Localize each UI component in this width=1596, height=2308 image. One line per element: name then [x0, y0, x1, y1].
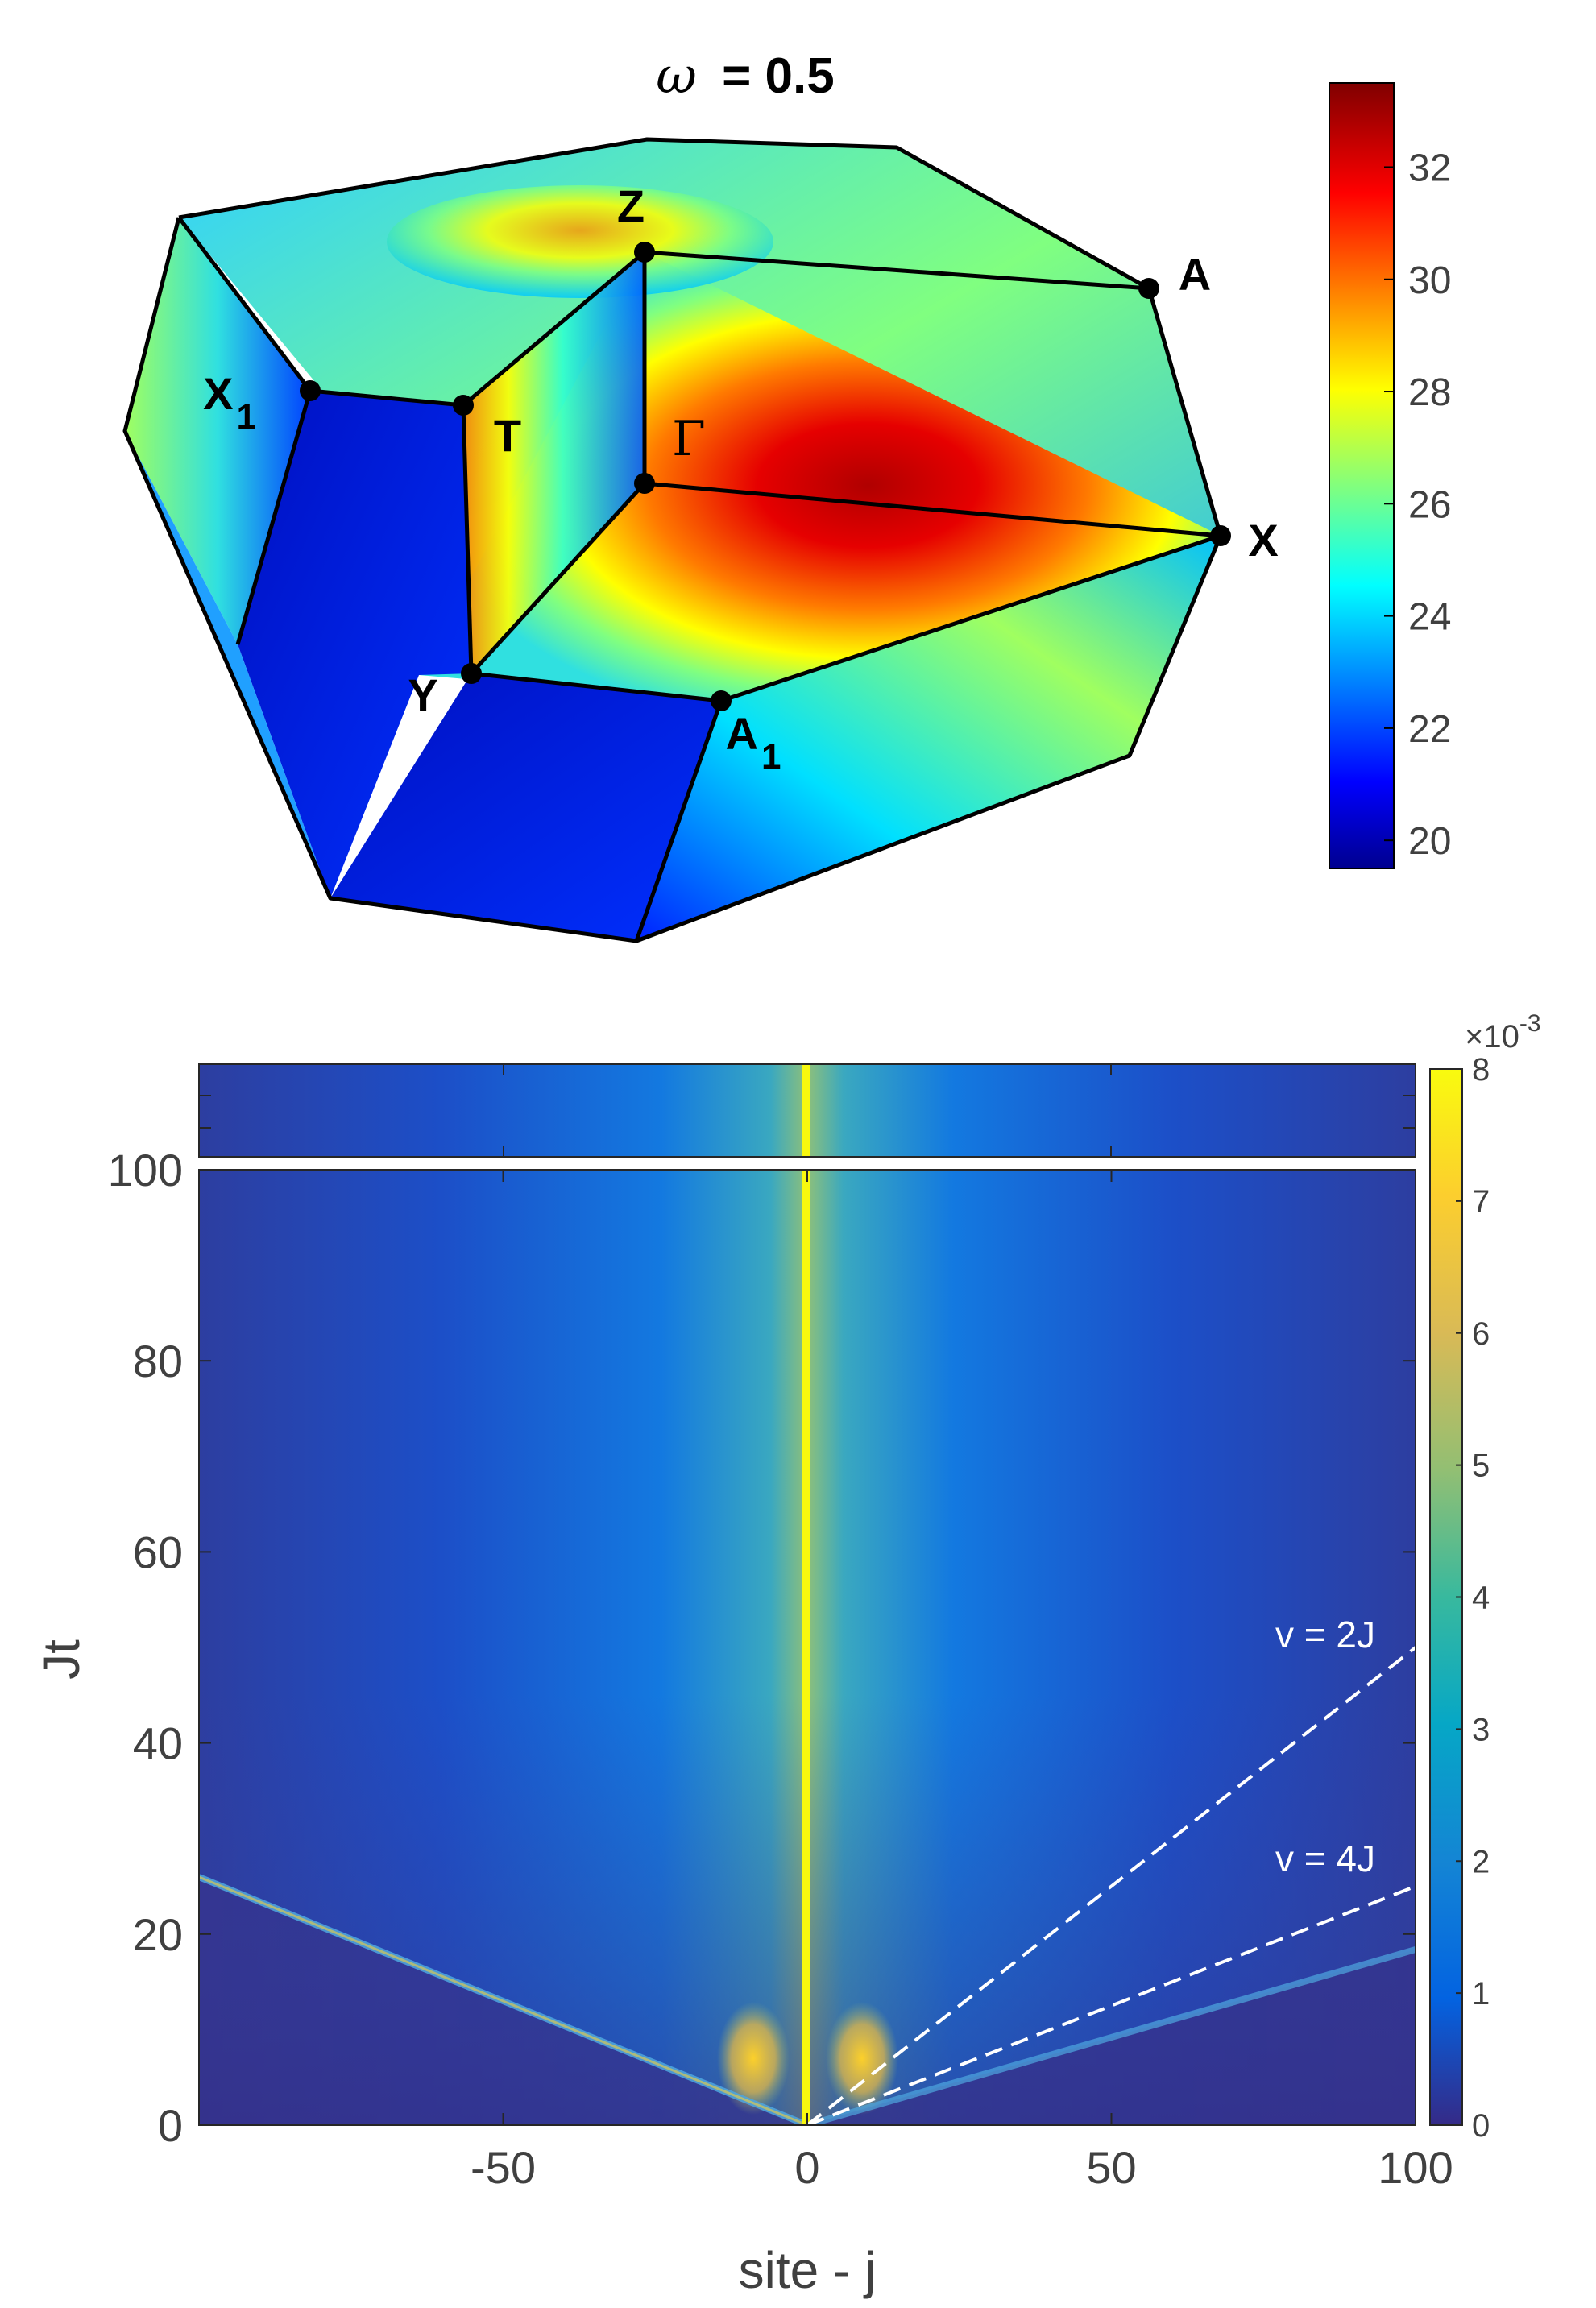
point-a-label: A: [1179, 249, 1211, 300]
x-tick-label: -50: [471, 2142, 536, 2193]
y-tick-label: 40: [133, 1718, 183, 1769]
colorbar-exponent: ×10-3: [1465, 1010, 1541, 1055]
velocity-lines: [806, 1646, 1416, 2125]
x-tick-label: 50: [1086, 2142, 1136, 2193]
colorbar-tick-label: 8: [1472, 1052, 1490, 1088]
brillouin-zone-panel: ω = 0.5: [122, 46, 1451, 943]
bz-colorbar-tick-label: 22: [1408, 708, 1451, 751]
heatmap-axis-ticks: -50 0 50 100 0 20 40 60 80 100: [108, 1145, 1453, 2193]
point-t-label: T: [494, 410, 521, 461]
x-axis-label: site - j: [739, 2241, 877, 2299]
bz-colorbar-tick-label: 20: [1408, 820, 1451, 863]
bz-title: ω = 0.5: [656, 46, 834, 105]
heatmap-hotspot-right: [826, 2002, 898, 2115]
bz-colorbar-ticks: 20 22 24 26 28 30 32: [1384, 147, 1451, 863]
bz-points: Z A X1 T Γ X Y A1: [203, 180, 1279, 777]
colorbar-tick-label: 1: [1472, 1976, 1490, 2012]
heatmap-colorbar-ticks: 0 1 2 3 4 5 6 7 8: [1456, 1052, 1490, 2144]
y-tick-label: 80: [133, 1336, 183, 1386]
y-tick-label: 60: [133, 1527, 183, 1577]
bz-bottom-face: [330, 673, 721, 941]
colorbar-tick-label: 2: [1472, 1844, 1490, 1879]
y-tick-label: 20: [133, 1909, 183, 1960]
point-z-marker: [634, 242, 655, 263]
bz-wall-face: [463, 252, 645, 673]
inset-ticks: [199, 1064, 1416, 1157]
point-a-marker: [1138, 278, 1159, 299]
heatmap-front-right: [806, 1946, 1416, 2125]
y-tick-label: 0: [158, 2100, 183, 2151]
point-gamma-marker: [634, 473, 655, 494]
bz-colorbar-tick-label: 32: [1408, 147, 1451, 189]
point-x1-label: X1: [203, 368, 256, 437]
bz-front-face: [238, 391, 471, 898]
bz-colorbar-tick-label: 28: [1408, 371, 1451, 414]
point-x-marker: [1210, 525, 1231, 546]
heatmap-hotspot-left: [717, 2002, 790, 2115]
heatmap-area: [199, 1170, 1416, 2125]
colorbar-tick-label: 6: [1472, 1316, 1490, 1352]
colorbar-tick-label: 3: [1472, 1712, 1490, 1747]
point-y-marker: [461, 663, 482, 684]
bz-left-face: [125, 218, 310, 644]
velocity-line-0: [806, 1646, 1416, 2125]
velocity-label-4j: v = 4J: [1275, 1838, 1375, 1879]
inset-central-line: [802, 1064, 810, 1157]
point-y-label: Y: [408, 669, 437, 720]
point-gamma-label: Γ: [672, 411, 706, 467]
colorbar-tick-label: 4: [1472, 1581, 1490, 1616]
colorbar-tick-label: 0: [1472, 2108, 1490, 2144]
colorbar-tick-label: 7: [1472, 1184, 1490, 1220]
heatmap-front-left-core: [199, 1875, 808, 2125]
point-a1-label: A1: [726, 708, 781, 777]
bz-colorbar-tick-label: 24: [1408, 596, 1451, 639]
x-tick-label: 0: [794, 2142, 819, 2193]
colorbar-tick-label: 5: [1472, 1448, 1490, 1484]
point-x1-marker: [300, 380, 321, 401]
point-t-marker: [453, 395, 474, 416]
velocity-label-2j: v = 2J: [1275, 1614, 1375, 1655]
bz-warm-band: [387, 185, 773, 298]
heatmap-central-line: [802, 1170, 810, 2125]
bz-colorbar-tick-label: 26: [1408, 483, 1451, 526]
inset-frame: [198, 1063, 1416, 1158]
point-x-label: X: [1248, 515, 1278, 566]
y-axis-label: Jt: [32, 1639, 90, 1680]
point-z-label: Z: [617, 180, 645, 231]
bz-colorbar: [1329, 82, 1395, 869]
y-tick-label: 100: [108, 1145, 183, 1195]
point-a1-marker: [711, 690, 732, 711]
bz-right-face: [636, 536, 1221, 941]
x-tick-label: 100: [1378, 2142, 1453, 2193]
bz-colorbar-tick-label: 30: [1408, 259, 1451, 302]
